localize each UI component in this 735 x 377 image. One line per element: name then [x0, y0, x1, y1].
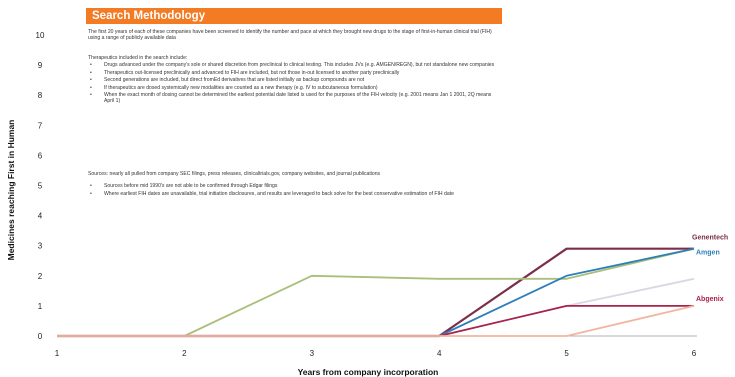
series-line-unlabeled-5 — [57, 305, 695, 337]
y-tick-label: 0 — [38, 332, 43, 341]
y-tick-label: 4 — [38, 212, 43, 221]
criteria-item: Therapeutics out-licensed preclinically … — [88, 70, 498, 77]
sources-item: Where earliest FIH dates are unavailable… — [88, 191, 498, 198]
y-tick-label: 2 — [38, 272, 43, 281]
y-axis-ticks: 0 1 2 3 4 5 6 7 8 9 10 — [36, 31, 45, 341]
criteria-list: Drugs advanced under the company's sole … — [88, 62, 498, 107]
sources-list: Sources before mid 1990's are not able t… — [88, 183, 498, 199]
series-line-amgen — [57, 247, 695, 337]
y-tick-label: 5 — [38, 182, 43, 191]
x-tick-label: 1 — [55, 349, 60, 358]
y-tick-label: 7 — [38, 121, 43, 130]
x-tick-label: 2 — [182, 349, 187, 358]
x-axis-label: Years from company incorporation — [298, 367, 439, 377]
criteria-item: Drugs advanced under the company's sole … — [88, 62, 498, 69]
search-methodology-callout: Search Methodology The first 20 years of… — [86, 8, 502, 220]
criteria-heading: Therapeutics included in the search incl… — [88, 55, 188, 61]
series-line-unlabeled-1 — [57, 247, 695, 337]
x-tick-label: 4 — [437, 349, 442, 358]
series-lines — [57, 247, 695, 338]
x-axis-ticks: 1 2 3 4 5 6 — [55, 349, 697, 358]
y-tick-label: 1 — [38, 302, 43, 311]
series-line-unlabeled-3 — [57, 277, 695, 337]
y-tick-label: 6 — [38, 151, 43, 160]
series-label-abgenix: Abgenix — [696, 296, 724, 303]
criteria-item: Second generations are included, but dir… — [88, 78, 498, 84]
sources-heading: Sources: nearly all pulled from company … — [88, 171, 381, 177]
y-axis-label: Medicines reaching First in Human — [6, 120, 16, 261]
series-line-genentech — [57, 247, 694, 338]
y-tick-label: 8 — [38, 91, 43, 100]
callout-banner: Search Methodology — [86, 8, 502, 24]
callout-intro: The first 20 years of each of these comp… — [88, 29, 492, 41]
y-tick-label: 3 — [38, 242, 43, 251]
x-tick-label: 3 — [310, 349, 315, 358]
series-line-abgenix — [57, 304, 694, 337]
x-tick-label: 5 — [564, 349, 569, 358]
y-tick-label: 10 — [36, 31, 45, 40]
y-tick-label: 9 — [38, 61, 43, 70]
series-label-amgen: Amgen — [696, 250, 720, 257]
series-label-genentech: Genentech — [692, 235, 728, 242]
criteria-item: When the exact month of dosing cannot be… — [88, 93, 498, 104]
x-tick-label: 6 — [692, 349, 697, 358]
callout-title: Search Methodology — [92, 10, 206, 22]
series-labels: Genentech Amgen Abgenix — [692, 235, 728, 303]
sources-item: Sources before mid 1990's are not able t… — [88, 183, 498, 190]
criteria-item: If therapeutics are dosed systemically n… — [88, 85, 498, 92]
